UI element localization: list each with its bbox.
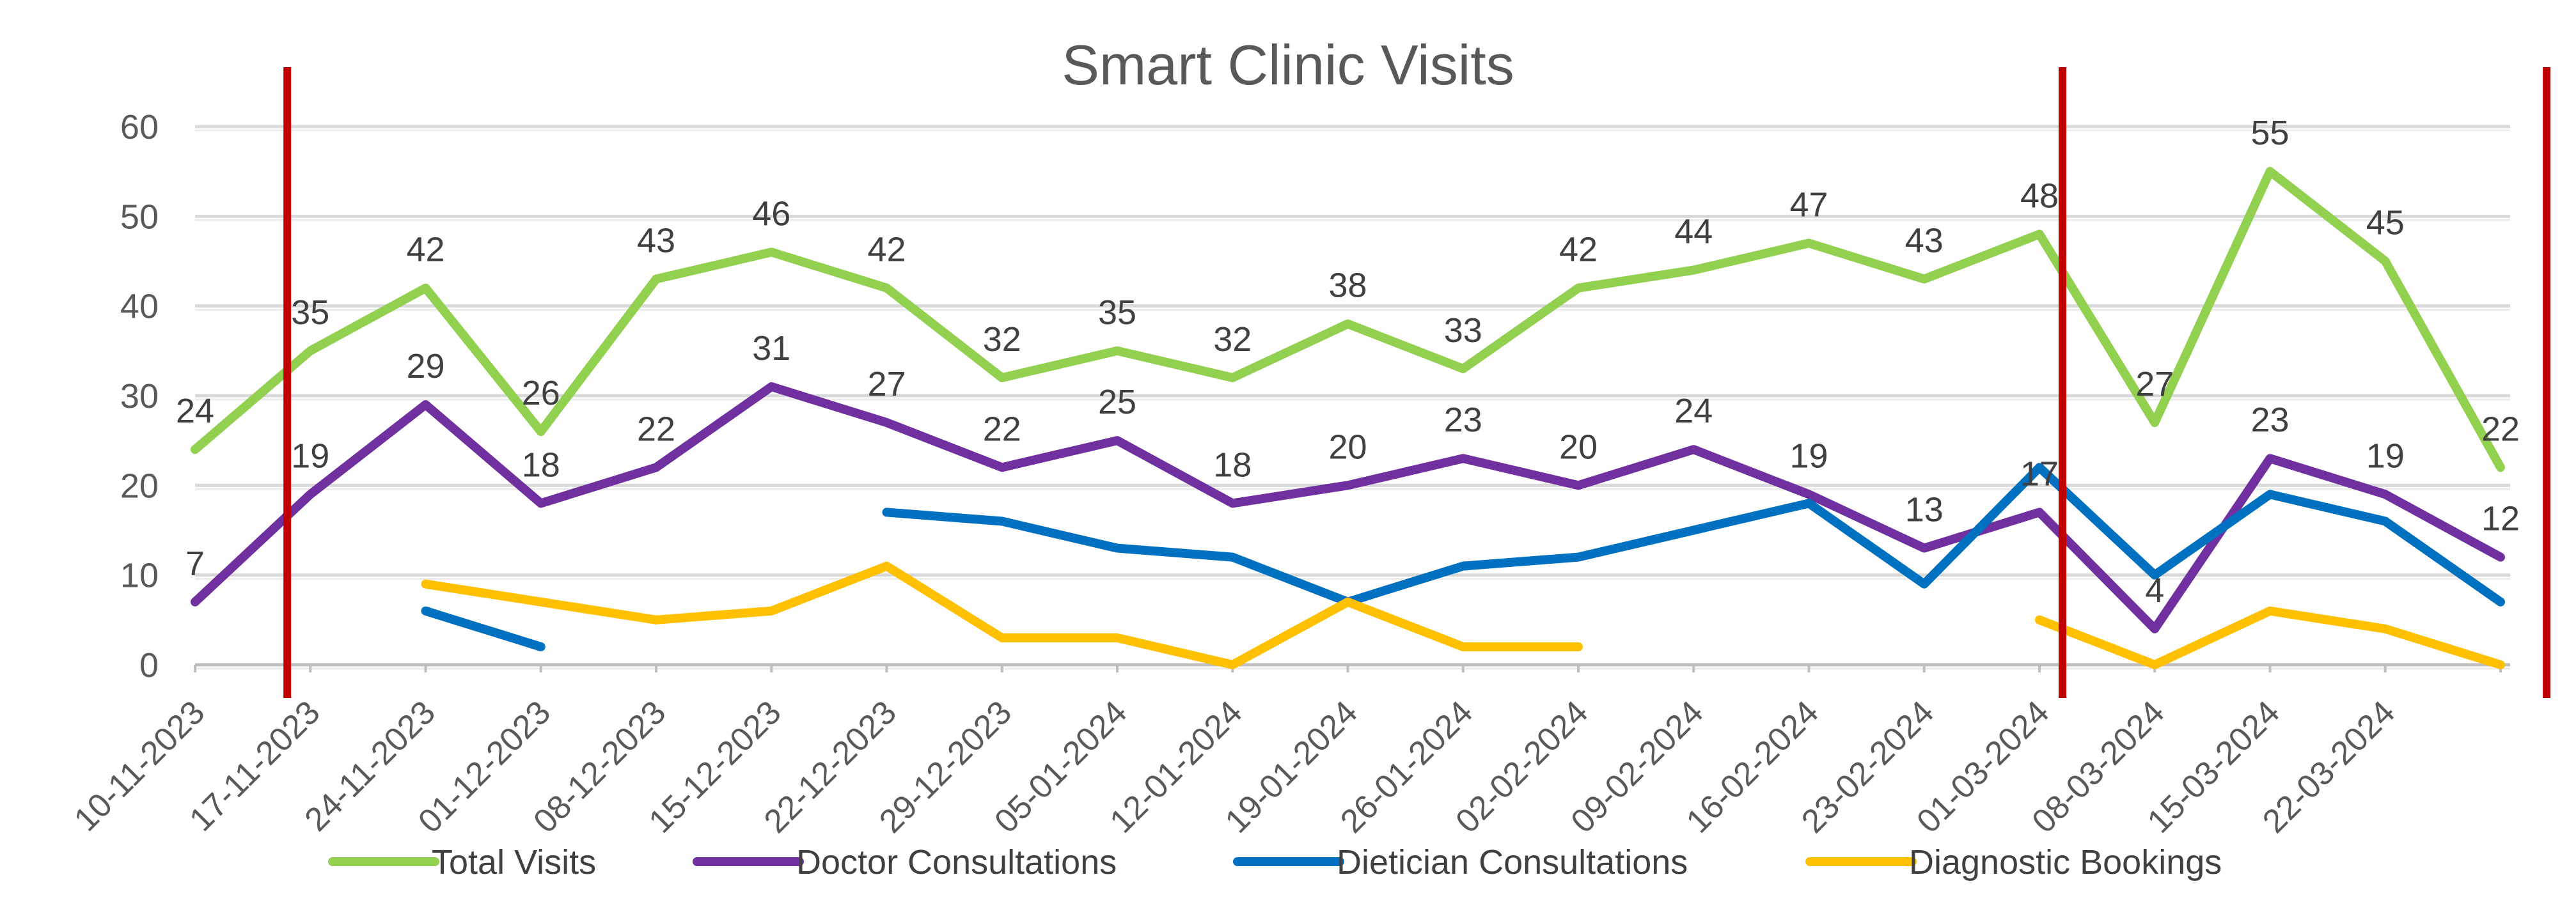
data-label: 48 [2020, 176, 2059, 215]
data-label: 12 [2481, 500, 2520, 538]
data-label: 23 [1444, 401, 1482, 439]
data-label: 25 [1098, 383, 1136, 421]
x-axis: 10-11-202317-11-202324-11-202301-12-2023… [67, 665, 2502, 841]
vertical-markers [283, 67, 2551, 698]
legend-label: Doctor Consultations [796, 843, 1117, 881]
data-label: 20 [1559, 428, 1598, 466]
series-lines [191, 167, 2505, 669]
data-label: 22 [983, 410, 1021, 448]
data-label: 32 [1213, 320, 1252, 359]
y-tick-label: 30 [120, 377, 159, 415]
data-label: 17 [2020, 454, 2059, 493]
data-label: 43 [637, 222, 675, 260]
data-label: 18 [522, 446, 560, 484]
data-label: 19 [2366, 437, 2405, 475]
data-label: 42 [867, 231, 906, 269]
data-label: 23 [2250, 401, 2289, 439]
data-label: 27 [2135, 365, 2174, 403]
series-doctor-consultations [191, 382, 2505, 633]
data-label: 31 [752, 329, 790, 368]
y-tick-label: 0 [139, 646, 159, 685]
data-label: 35 [291, 293, 329, 332]
y-axis: 0 10 20 30 40 50 60 [120, 108, 159, 685]
data-label: 18 [1213, 446, 1252, 484]
data-label: 44 [1674, 213, 1713, 251]
series-dietician-consultations [421, 463, 2505, 651]
legend-item: Doctor Consultations [693, 843, 1117, 881]
y-tick-label: 60 [120, 108, 159, 146]
data-label: 19 [291, 437, 329, 475]
y-tick-label: 20 [120, 467, 159, 505]
data-label: 32 [983, 320, 1021, 359]
data-label: 4 [2145, 571, 2164, 610]
chart-title: Smart Clinic Visits [1062, 33, 1514, 97]
data-label: 42 [1559, 231, 1598, 269]
data-label: 42 [406, 231, 444, 269]
series-line-segment [882, 463, 2505, 607]
data-label: 45 [2366, 204, 2405, 242]
series-line-segment [191, 382, 2505, 633]
data-label: 33 [1444, 311, 1482, 350]
y-tick-label: 40 [120, 288, 159, 326]
data-label: 55 [2250, 114, 2289, 152]
series-line-segment [2035, 606, 2505, 669]
legend-item: Total Visits [328, 843, 596, 881]
data-label: 26 [522, 374, 560, 412]
data-label: 35 [1098, 293, 1136, 332]
legend-label: Dietician Consultations [1337, 843, 1688, 881]
data-label: 27 [867, 365, 906, 403]
data-label: 7 [185, 545, 205, 583]
data-label: 46 [752, 194, 790, 233]
series-line-segment [421, 561, 1583, 669]
data-label: 13 [1905, 491, 1944, 529]
data-label: 24 [176, 392, 214, 430]
data-label: 22 [2481, 410, 2520, 448]
data-label: 22 [637, 410, 675, 448]
legend: Total Visits Doctor Consultations Dieticia… [328, 843, 2222, 881]
legend-label: Diagnostic Bookings [1909, 843, 2222, 881]
data-label: 43 [1905, 222, 1944, 260]
data-label: 20 [1328, 428, 1367, 466]
data-label: 29 [406, 347, 444, 385]
data-label: 24 [1674, 392, 1713, 430]
data-label: 38 [1328, 267, 1367, 305]
legend-label: Total Visits [432, 843, 596, 881]
data-label: 47 [1789, 185, 1828, 224]
series-total-visits [191, 167, 2505, 472]
y-tick-label: 10 [120, 557, 159, 595]
series-line-segment [421, 606, 546, 651]
legend-item: Dietician Consultations [1233, 843, 1688, 881]
y-tick-label: 50 [120, 198, 159, 236]
series-line-segment [191, 167, 2505, 472]
series-diagnostic-bookings [421, 561, 2505, 669]
data-label: 19 [1789, 437, 1828, 475]
legend-item: Diagnostic Bookings [1805, 843, 2222, 881]
